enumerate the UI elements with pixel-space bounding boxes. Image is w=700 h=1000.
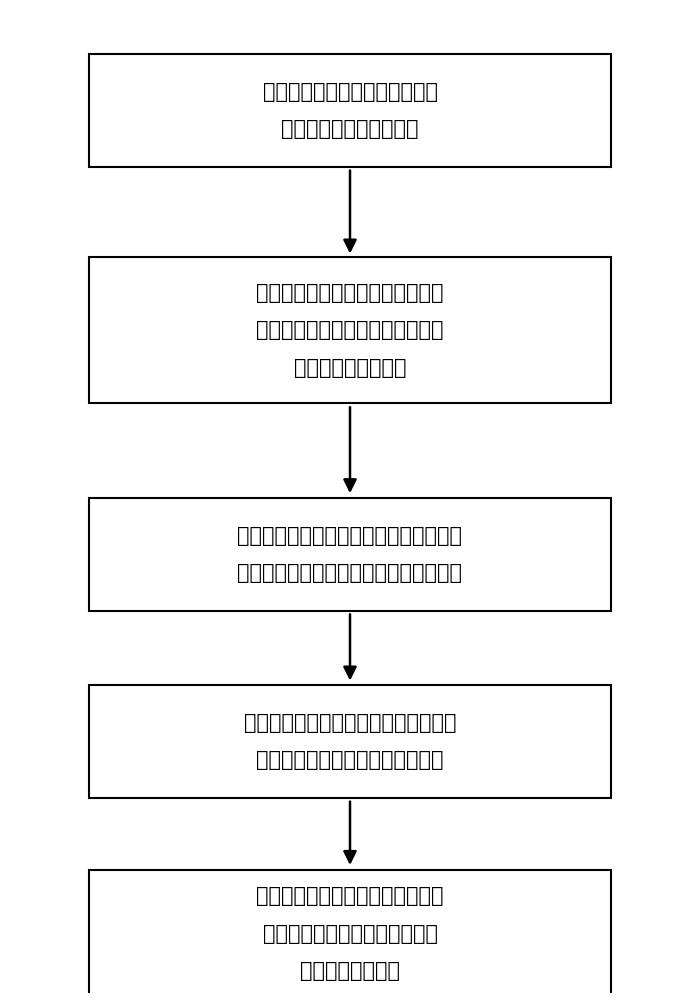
Text: 高度和速度的跟踪: 高度和速度的跟踪 — [300, 961, 400, 981]
Text: 姿态子系统严格反馈形式: 姿态子系统严格反馈形式 — [281, 119, 419, 139]
Text: 反馈形式转换为离散形式，进一步: 反馈形式转换为离散形式，进一步 — [256, 320, 444, 340]
FancyBboxPatch shape — [90, 498, 610, 611]
FancyBboxPatch shape — [90, 685, 610, 798]
Text: 更新律、时变滑模增益设计控制器: 更新律、时变滑模增益设计控制器 — [256, 750, 444, 770]
Text: 基于等价预测模型、神经网络复合学习: 基于等价预测模型、神经网络复合学习 — [244, 713, 456, 733]
FancyBboxPatch shape — [90, 257, 610, 403]
FancyBboxPatch shape — [90, 54, 610, 167]
Text: 利用欧拉离散，将姿态子系统严格: 利用欧拉离散，将姿态子系统严格 — [256, 283, 444, 303]
Text: 根据飞行器纵向通道模型，得到: 根据飞行器纵向通道模型，得到 — [262, 82, 438, 102]
Text: 变换为等价预测模型: 变换为等价预测模型 — [294, 358, 406, 378]
Text: （舵偏角和节流阀开度）以实现: （舵偏角和节流阀开度）以实现 — [262, 924, 438, 944]
Text: 采用神经网络对系统不确定性进行估计，: 采用神经网络对系统不确定性进行估计， — [237, 526, 463, 546]
FancyBboxPatch shape — [90, 870, 610, 998]
Text: 利用神经网络辨识误差设计时变滑模增益: 利用神经网络辨识误差设计时变滑模增益 — [237, 563, 463, 583]
Text: 按照上述结果得到飞行器控制输入: 按照上述结果得到飞行器控制输入 — [256, 886, 444, 906]
